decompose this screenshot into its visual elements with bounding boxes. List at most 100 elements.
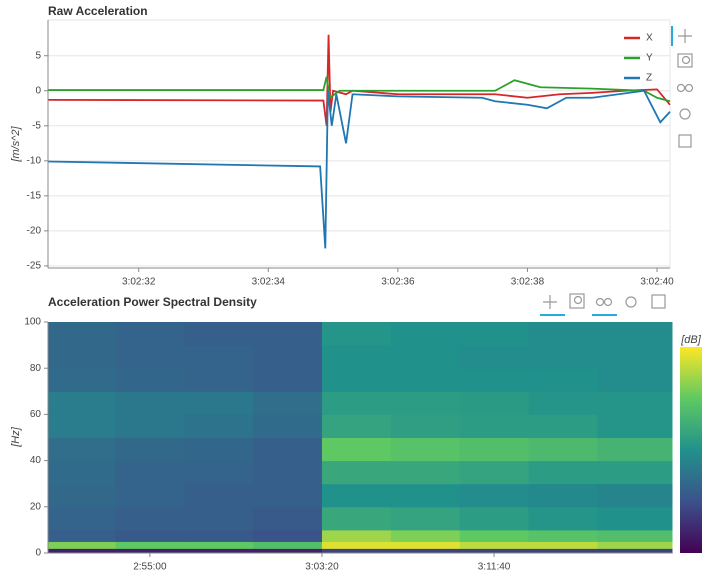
heatmap-cell <box>184 345 253 369</box>
heatmap-cell <box>322 345 391 369</box>
heatmap-cell <box>115 414 184 438</box>
heatmap-cell <box>597 414 672 438</box>
x-tick-label: 3:02:32 <box>122 277 156 288</box>
reset-tool[interactable] <box>626 297 636 307</box>
heatmap-cell <box>115 530 184 542</box>
heatmap-cell <box>115 322 184 346</box>
heatmap-cell <box>528 530 597 542</box>
heatmap-cell <box>528 541 597 548</box>
heatmap-cell <box>460 322 529 346</box>
zoom-tool[interactable] <box>570 294 584 308</box>
heatmap-cell <box>253 391 322 415</box>
heatmap-cell <box>322 414 391 438</box>
pan-tool[interactable] <box>678 29 692 43</box>
heatmap-cell <box>597 391 672 415</box>
heatmap-cell <box>597 541 672 548</box>
heatmap-cell <box>115 484 184 508</box>
heatmap-cell <box>184 507 253 531</box>
heatmap-cell <box>48 414 116 438</box>
y-tick-label: -25 <box>27 261 42 272</box>
heatmap-cell <box>48 345 116 369</box>
heatmap-cell <box>48 484 116 508</box>
y-tick-label: -10 <box>27 155 42 166</box>
heatmap-cell <box>115 541 184 548</box>
heatmap-cell <box>184 461 253 485</box>
y-axis-label: [Hz] <box>10 426 22 448</box>
y-tick-label: 40 <box>30 455 42 466</box>
chart-title: Acceleration Power Spectral Density <box>48 295 257 309</box>
heatmap-cell <box>184 391 253 415</box>
heatmap-cell <box>115 461 184 485</box>
heatmap-cell <box>528 484 597 508</box>
y-tick-label: 100 <box>24 317 41 328</box>
x-tick-label: 3:02:36 <box>381 277 415 288</box>
colorbar-label: [dB] <box>680 334 702 346</box>
pan-tool[interactable] <box>543 295 557 309</box>
heatmap-cell <box>322 368 391 392</box>
heatmap-cell <box>597 345 672 369</box>
y-axis-label: [m/s^2] <box>10 126 22 163</box>
heatmap-cell <box>322 438 391 462</box>
y-tick-label: 0 <box>35 548 41 559</box>
heatmap-cell <box>391 391 460 415</box>
heatmap-cell <box>528 368 597 392</box>
heatmap-cell <box>528 391 597 415</box>
zoom-tool[interactable] <box>678 54 692 67</box>
heatmap-cell <box>253 507 322 531</box>
heatmap-cell <box>391 541 460 548</box>
y-tick-label: -15 <box>27 190 42 201</box>
x-tick-label: 3:02:40 <box>640 277 674 288</box>
y-tick-label: 5 <box>35 50 41 61</box>
heatmap-cell <box>322 322 391 346</box>
toolbar <box>540 294 665 315</box>
heatmap-cell <box>391 461 460 485</box>
heatmap-cell <box>48 507 116 531</box>
heatmap-cell <box>460 530 529 542</box>
heatmap-cell <box>391 530 460 542</box>
heatmap-cell <box>253 541 322 548</box>
legend-label: Y <box>646 53 653 64</box>
heatmap-cell <box>597 530 672 542</box>
heatmap-cell <box>391 484 460 508</box>
heatmap-cell <box>391 368 460 392</box>
heatmap-cell <box>184 368 253 392</box>
save-tool[interactable] <box>652 295 665 308</box>
y-tick-label: 0 <box>35 85 41 96</box>
heatmap-cell <box>460 461 529 485</box>
heatmap-cell <box>184 484 253 508</box>
legend-label: X <box>646 33 653 44</box>
heatmap-cell <box>528 322 597 346</box>
heatmap-cell <box>184 438 253 462</box>
heatmap-cell <box>322 391 391 415</box>
heatmap-cell <box>322 530 391 542</box>
heatmap-cell <box>48 461 116 485</box>
heatmap-cell <box>184 530 253 542</box>
heatmap-cell <box>597 484 672 508</box>
heatmap-cell <box>597 461 672 485</box>
heatmap-cell <box>460 345 529 369</box>
heatmap-cell <box>391 438 460 462</box>
y-tick-label: 60 <box>30 409 42 420</box>
heatmap-cell <box>48 438 116 462</box>
x-tick-label: 2:55:00 <box>133 562 167 573</box>
dashboard: Raw Acceleration [m/s^2] Acceleration Po… <box>0 0 711 579</box>
heatmap-cell <box>460 368 529 392</box>
y-tick-label: -20 <box>27 226 42 237</box>
x-tick-label: 3:02:38 <box>511 277 545 288</box>
y-tick-label: -5 <box>32 120 41 131</box>
heatmap-cell <box>528 507 597 531</box>
heatmap-cell <box>253 368 322 392</box>
wheel-zoom-tool[interactable] <box>678 85 693 92</box>
heatmap-cell <box>184 414 253 438</box>
toolbar <box>672 26 693 147</box>
heatmap-cell <box>253 530 322 542</box>
reset-tool[interactable] <box>680 109 690 119</box>
x-tick-label: 3:11:40 <box>478 562 511 573</box>
heatmap-cell <box>184 541 253 548</box>
heatmap-cell <box>460 541 529 548</box>
wheel-zoom-tool[interactable] <box>597 299 612 306</box>
save-tool[interactable] <box>679 135 691 147</box>
heatmap-cell <box>528 438 597 462</box>
heatmap-cell <box>184 322 253 346</box>
heatmap-cell <box>460 414 529 438</box>
